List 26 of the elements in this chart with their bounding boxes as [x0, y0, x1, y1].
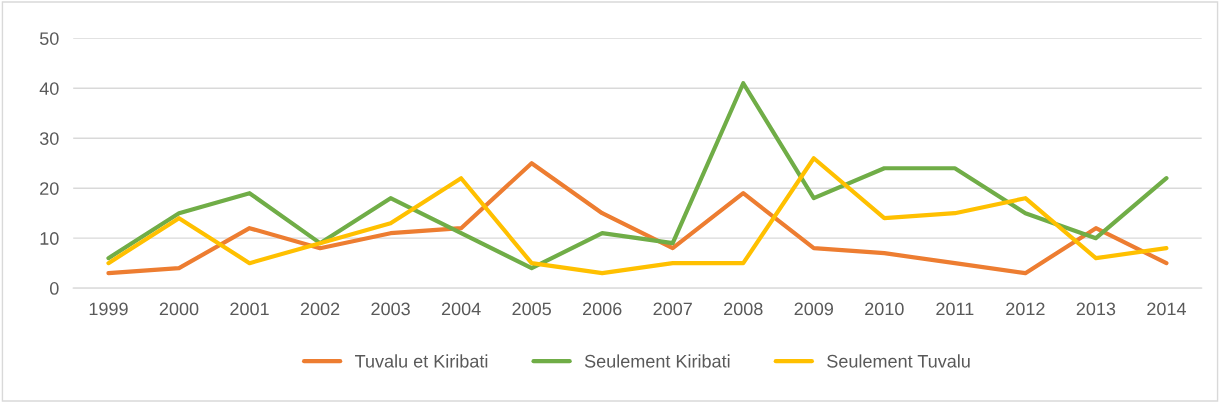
x-tick-label: 2002 — [300, 302, 340, 316]
y-tick-label: 10 — [40, 232, 59, 245]
x-tick-label: 2011 — [936, 302, 974, 316]
legend-label: Seulement Tuvalu — [827, 354, 970, 368]
y-tick-label: 40 — [39, 82, 59, 95]
x-tick-label: 2008 — [724, 302, 763, 316]
x-tick-label: 2000 — [159, 302, 199, 316]
x-tick-label: 2007 — [653, 302, 692, 316]
x-tick-label: 2014 — [1147, 302, 1186, 316]
y-tick-label: 20 — [40, 182, 59, 195]
x-tick-label: 2009 — [794, 302, 834, 316]
x-tick-label: 2001 — [230, 302, 269, 316]
x-tick-label: 2003 — [371, 302, 410, 316]
x-tick-label: 2005 — [512, 302, 551, 316]
x-tick-label: 2006 — [583, 302, 622, 316]
x-tick-label: 1999 — [89, 302, 128, 316]
x-tick-label: 2012 — [1006, 302, 1045, 316]
legend-label: Seulement Kiribati — [584, 354, 730, 368]
x-tick-label: 2013 — [1076, 302, 1116, 316]
y-tick-label: 50 — [39, 32, 59, 46]
y-tick-label: 30 — [39, 132, 59, 145]
legend-label: Tuvalu et Kiribati — [355, 354, 488, 368]
y-tick-label: 0 — [49, 282, 59, 295]
x-tick-label: 2004 — [441, 302, 481, 316]
x-tick-label: 2010 — [865, 302, 904, 316]
line-series — [106, 81, 1169, 271]
